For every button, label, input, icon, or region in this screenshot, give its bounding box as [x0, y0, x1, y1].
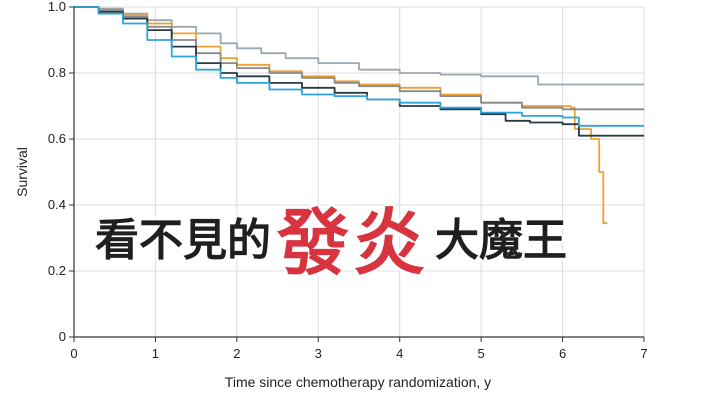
- x-tick-label: 7: [640, 346, 647, 361]
- headline-part-1: 看不見的: [95, 215, 271, 266]
- survival-curve-dark-slate: [74, 6, 644, 137]
- headline-part-2-highlight: 發炎: [277, 200, 430, 285]
- y-tick-label: 1.0: [48, 0, 66, 14]
- x-axis-label: Time since chemotherapy randomization, y: [225, 374, 491, 390]
- x-tick-label: 1: [152, 346, 159, 361]
- survival-curve-orange: [74, 6, 608, 225]
- x-tick-label: 2: [233, 346, 240, 361]
- x-tick-label: 3: [315, 346, 322, 361]
- y-tick-label: 0.4: [48, 197, 66, 212]
- x-tick-label: 5: [478, 346, 485, 361]
- survival-curve-blue: [74, 6, 644, 127]
- y-tick-label: 0.2: [48, 263, 66, 278]
- axes: 0 0.2 0.4 0.6 0.8 1.0 0 1 2 3 4 5 6 7: [48, 0, 648, 361]
- survival-curves: [74, 6, 644, 225]
- headline-part-3: 大魔王: [435, 215, 568, 266]
- y-tick-label: 0.6: [48, 131, 66, 146]
- x-tick-label: 0: [70, 346, 77, 361]
- gridlines: [74, 6, 645, 337]
- y-tick-label: 0.8: [48, 65, 66, 80]
- survival-curve-medium-gray: [74, 6, 644, 111]
- y-tick-label: 0: [59, 329, 66, 344]
- y-axis-label: Survival: [14, 147, 30, 197]
- x-tick-label: 4: [396, 346, 403, 361]
- x-tick-label: 6: [559, 346, 566, 361]
- headline-banner: 看不見的 發炎 大魔王: [95, 192, 568, 285]
